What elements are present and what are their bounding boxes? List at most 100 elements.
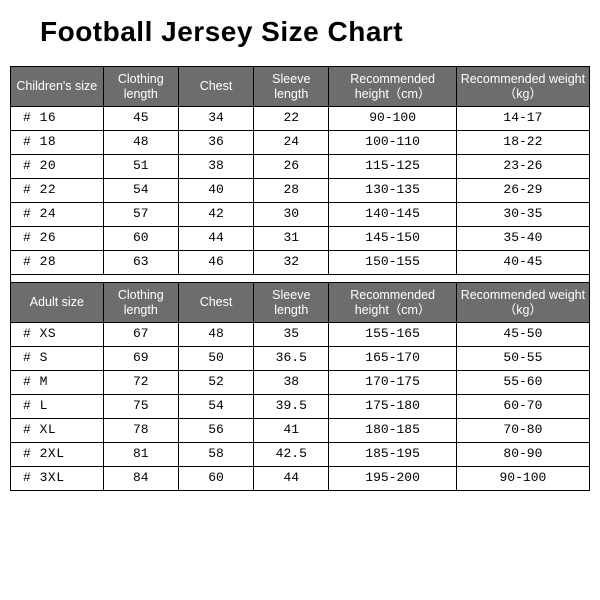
cell: 44: [254, 467, 329, 491]
cell: 170-175: [329, 371, 456, 395]
cell: 54: [178, 395, 253, 419]
cell: 36: [178, 131, 253, 155]
cell: # 16: [11, 107, 104, 131]
cell: # L: [11, 395, 104, 419]
cell: 23-26: [456, 155, 589, 179]
col-clothing-length: Clothing length: [103, 67, 178, 107]
cell: 175-180: [329, 395, 456, 419]
cell: 35-40: [456, 227, 589, 251]
col-sleeve-length: Sleeve length: [254, 283, 329, 323]
table-row: # M725238170-17555-60: [11, 371, 590, 395]
cell: 195-200: [329, 467, 456, 491]
cell: 42.5: [254, 443, 329, 467]
cell: 145-150: [329, 227, 456, 251]
cell: # 22: [11, 179, 104, 203]
cell: 54: [103, 179, 178, 203]
cell: 165-170: [329, 347, 456, 371]
table-row: # 26604431145-15035-40: [11, 227, 590, 251]
cell: 100-110: [329, 131, 456, 155]
cell: # 3XL: [11, 467, 104, 491]
cell: 30-35: [456, 203, 589, 227]
cell: 41: [254, 419, 329, 443]
col-chest: Chest: [178, 283, 253, 323]
cell: 39.5: [254, 395, 329, 419]
cell: # XS: [11, 323, 104, 347]
table-row: # 22544028130-13526-29: [11, 179, 590, 203]
cell: 45: [103, 107, 178, 131]
cell: # 28: [11, 251, 104, 275]
cell: 18-22: [456, 131, 589, 155]
cell: 69: [103, 347, 178, 371]
size-chart-table: Children's size Clothing length Chest Sl…: [10, 66, 590, 491]
table-row: # 28634632150-15540-45: [11, 251, 590, 275]
cell: 60: [103, 227, 178, 251]
col-size: Adult size: [11, 283, 104, 323]
cell: 38: [178, 155, 253, 179]
cell: 55-60: [456, 371, 589, 395]
adult-header-row: Adult size Clothing length Chest Sleeve …: [11, 283, 590, 323]
col-sleeve-length: Sleeve length: [254, 67, 329, 107]
cell: # 18: [11, 131, 104, 155]
section-gap: [11, 275, 590, 283]
cell: 51: [103, 155, 178, 179]
table-row: # S695036.5165-17050-55: [11, 347, 590, 371]
cell: 50-55: [456, 347, 589, 371]
cell: 34: [178, 107, 253, 131]
cell: 30: [254, 203, 329, 227]
cell: 22: [254, 107, 329, 131]
col-rec-weight: Recommended weight（kg）: [456, 67, 589, 107]
cell: 130-135: [329, 179, 456, 203]
col-rec-height: Recommended height（cm）: [329, 283, 456, 323]
cell: 180-185: [329, 419, 456, 443]
cell: 26: [254, 155, 329, 179]
cell: 35: [254, 323, 329, 347]
cell: 81: [103, 443, 178, 467]
cell: 50: [178, 347, 253, 371]
col-size: Children's size: [11, 67, 104, 107]
cell: # 20: [11, 155, 104, 179]
cell: 115-125: [329, 155, 456, 179]
cell: 75: [103, 395, 178, 419]
cell: 44: [178, 227, 253, 251]
cell: 40-45: [456, 251, 589, 275]
children-header-row: Children's size Clothing length Chest Sl…: [11, 67, 590, 107]
cell: 48: [178, 323, 253, 347]
table-row: # 24574230140-14530-35: [11, 203, 590, 227]
cell: 28: [254, 179, 329, 203]
cell: 150-155: [329, 251, 456, 275]
cell: 60-70: [456, 395, 589, 419]
cell: 84: [103, 467, 178, 491]
cell: 70-80: [456, 419, 589, 443]
cell: # 2XL: [11, 443, 104, 467]
table-row: # 18483624100-11018-22: [11, 131, 590, 155]
cell: 32: [254, 251, 329, 275]
cell: 140-145: [329, 203, 456, 227]
cell: 38: [254, 371, 329, 395]
cell: # M: [11, 371, 104, 395]
cell: 14-17: [456, 107, 589, 131]
cell: 31: [254, 227, 329, 251]
cell: 90-100: [456, 467, 589, 491]
cell: 185-195: [329, 443, 456, 467]
table-row: # 2XL815842.5185-19580-90: [11, 443, 590, 467]
table-row: # L755439.5175-18060-70: [11, 395, 590, 419]
table-row: # 20513826115-12523-26: [11, 155, 590, 179]
cell: 57: [103, 203, 178, 227]
cell: 63: [103, 251, 178, 275]
cell: 72: [103, 371, 178, 395]
col-chest: Chest: [178, 67, 253, 107]
cell: 26-29: [456, 179, 589, 203]
cell: # 24: [11, 203, 104, 227]
table-row: # 1645342290-10014-17: [11, 107, 590, 131]
cell: # 26: [11, 227, 104, 251]
cell: 58: [178, 443, 253, 467]
cell: # XL: [11, 419, 104, 443]
cell: 90-100: [329, 107, 456, 131]
cell: 24: [254, 131, 329, 155]
cell: 46: [178, 251, 253, 275]
cell: 78: [103, 419, 178, 443]
cell: 40: [178, 179, 253, 203]
cell: 42: [178, 203, 253, 227]
cell: 67: [103, 323, 178, 347]
cell: 48: [103, 131, 178, 155]
